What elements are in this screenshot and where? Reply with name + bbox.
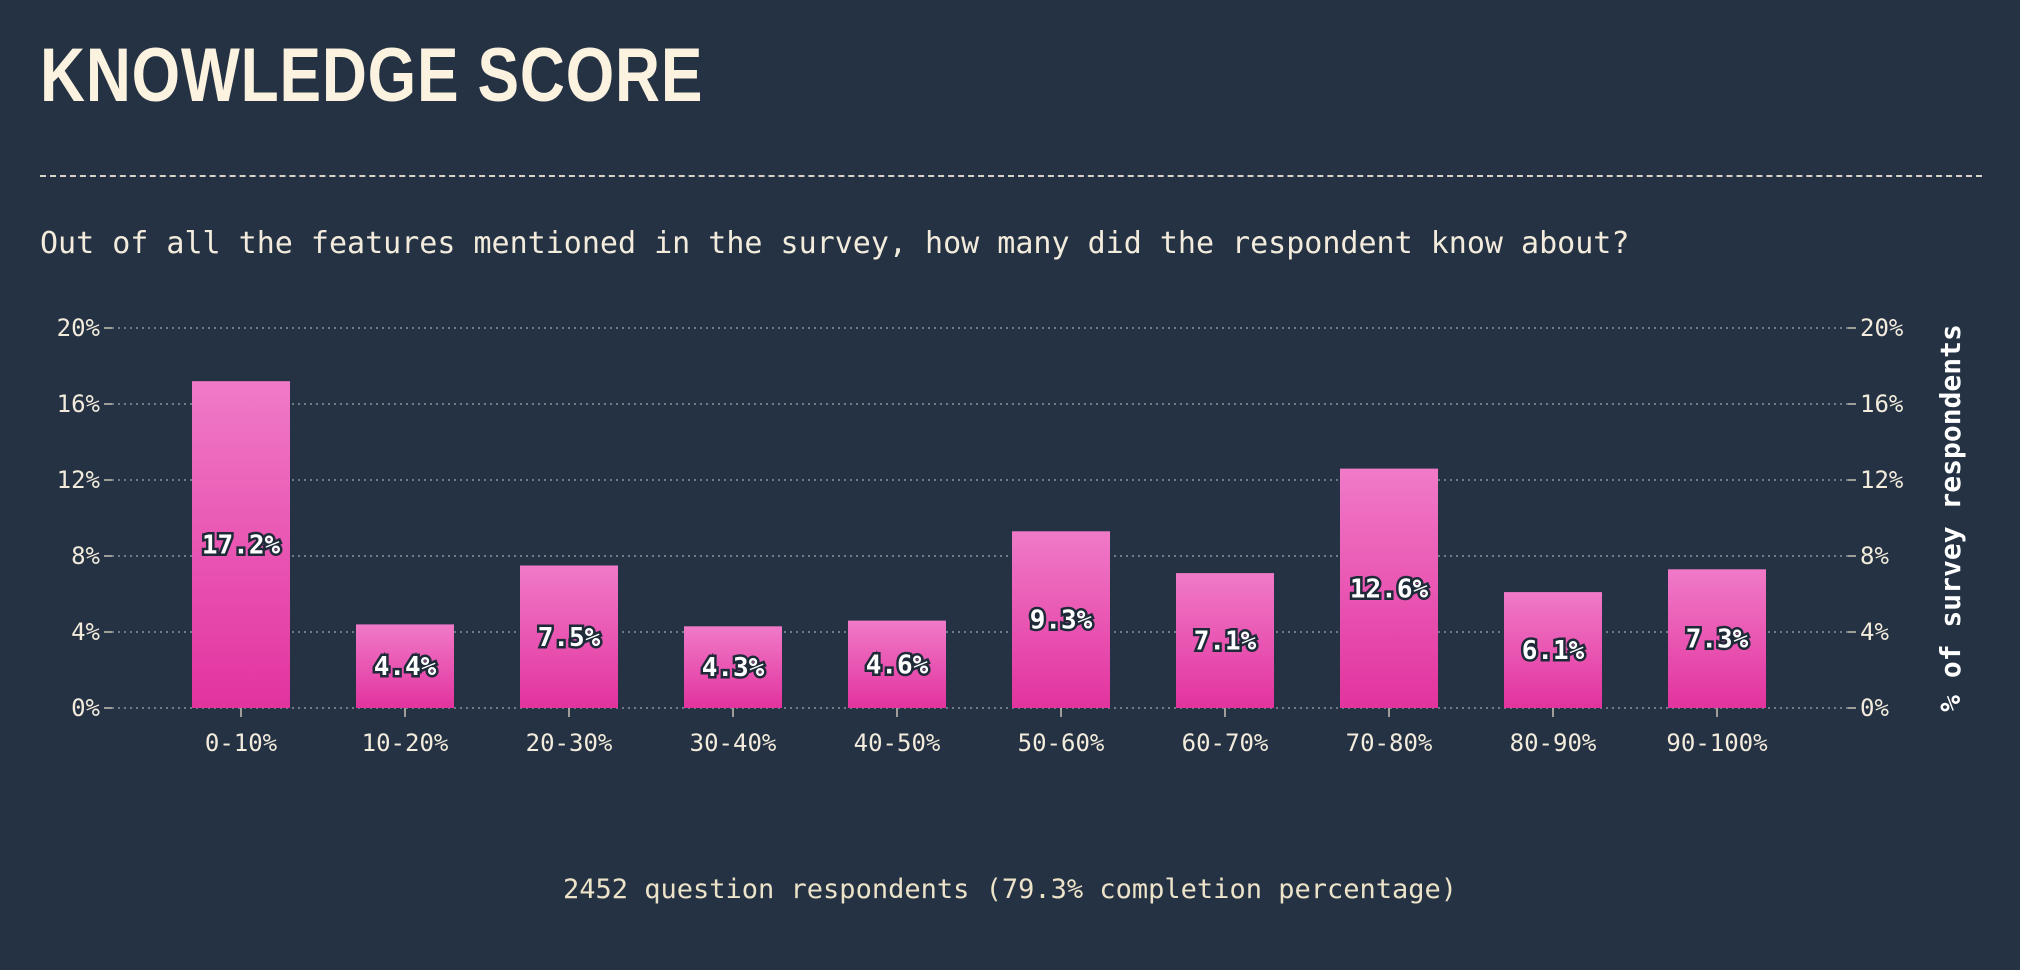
bar-value-label: 17.2% (202, 531, 281, 561)
title-divider (40, 175, 1982, 177)
bar (1340, 468, 1438, 708)
bar-value-label: 7.3% (1686, 625, 1749, 655)
y-tick-label-left: 4% (71, 618, 100, 646)
chart-title: KNOWLEDGE SCORE (40, 33, 704, 118)
y-tick-label-left: 16% (57, 390, 101, 418)
x-tick-label: 60-70% (1182, 729, 1269, 757)
bar (1668, 569, 1766, 708)
y-tick-label-left: 0% (71, 694, 100, 722)
x-tick-label: 70-80% (1346, 729, 1433, 757)
axes: 0% 0% 4% 4% 8% 8% 12% 12% 16% 16% 20% 20% 0-10% 10-20… (57, 314, 1967, 757)
bar (1012, 531, 1110, 708)
x-tick-label: 40-50% (854, 729, 941, 757)
data-labels: 17.2% 4.4% 7.5% 4.3% 4.6% 9.3% 7.1% 12.6% 6.1% 7.… (199, 528, 1751, 686)
x-tick-label: 90-100% (1666, 729, 1768, 757)
bar (848, 620, 946, 708)
respondents-footnote: 2452 question respondents (79.3% complet… (562, 874, 1458, 905)
bar-value-label: 4.3% (702, 653, 765, 683)
bar-value-label: 6.1% (1522, 636, 1585, 666)
bar (1504, 592, 1602, 708)
y-tick-label-right: 4% (1860, 618, 1889, 646)
bars (192, 381, 1766, 708)
bar-value-label: 7.5% (538, 623, 601, 653)
y-tick-label-right: 12% (1860, 466, 1904, 494)
x-tick-label: 10-20% (362, 729, 449, 757)
x-tick-label: 0-10% (205, 729, 278, 757)
x-tick-label: 80-90% (1510, 729, 1597, 757)
y-tick-label-right: 0% (1860, 694, 1889, 722)
bar-value-label: 9.3% (1030, 606, 1093, 636)
y-axis-title: % of survey respondents (1934, 324, 1967, 712)
chart-subtitle: Out of all the features mentioned in the… (40, 226, 1630, 261)
y-tick-label-left: 12% (57, 466, 101, 494)
y-tick-label-left: 8% (71, 542, 100, 570)
bar-value-label: 7.1% (1194, 627, 1257, 657)
bar (520, 565, 618, 708)
x-tick-label: 30-40% (690, 729, 777, 757)
bar (684, 626, 782, 708)
y-tick-label-right: 8% (1860, 542, 1889, 570)
bar (192, 381, 290, 708)
bar (1176, 573, 1274, 708)
bar-value-label: 12.6% (1350, 574, 1429, 604)
x-tick-label: 20-30% (526, 729, 613, 757)
y-tick-label-left: 20% (57, 314, 101, 342)
bar-value-label: 4.6% (866, 650, 929, 680)
y-tick-label-right: 16% (1860, 390, 1904, 418)
x-tick-label: 50-60% (1018, 729, 1105, 757)
bar (356, 624, 454, 708)
y-tick-label-right: 20% (1860, 314, 1904, 342)
bar-value-label: 4.4% (374, 652, 437, 682)
